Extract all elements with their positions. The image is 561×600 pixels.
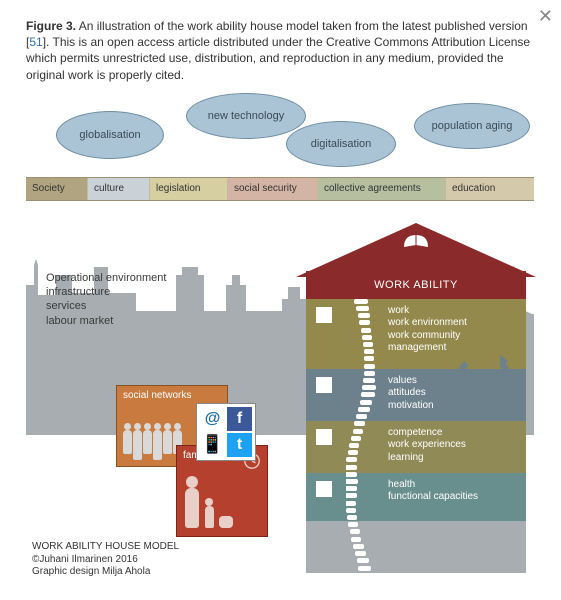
factor-cell: culture (88, 178, 150, 200)
factor-cell: collective agreements (318, 178, 446, 200)
phone-icon: 📱 (200, 433, 225, 457)
work-ability-house: WORK ABILITY workwork environmentwork co… (306, 271, 526, 573)
window-icon (316, 429, 332, 445)
window-icon (316, 307, 332, 323)
factor-band: Societyculturelegislationsocial security… (26, 177, 534, 201)
window-icon (316, 377, 332, 393)
book-icon (402, 231, 430, 249)
attic: WORK ABILITY (306, 271, 526, 299)
stairs (346, 299, 382, 573)
factor-cell: social security (228, 178, 318, 200)
floor-text: valuesattitudesmotivation (388, 375, 520, 413)
context-oval: population aging (414, 103, 530, 149)
caption-text-2: ]. This is an open access article distri… (26, 35, 530, 81)
context-oval: new technology (186, 93, 306, 139)
close-icon[interactable]: ✕ (538, 6, 553, 27)
op-env-l3: services (46, 299, 206, 313)
credit-l1: WORK ABILITY HOUSE MODEL (32, 541, 179, 554)
people-icons (123, 430, 182, 460)
factor-cell: legislation (150, 178, 228, 200)
twitter-icon: t (227, 433, 252, 457)
floor-text: competencework experienceslearning (388, 427, 520, 465)
house-floor: workwork environmentwork communitymanage… (306, 299, 526, 369)
op-env-l2: infrastructure (46, 285, 206, 299)
context-oval: digitalisation (286, 121, 396, 167)
operational-environment-text: Operational environment infrastructure s… (46, 271, 206, 328)
op-env-l1: Operational environment (46, 271, 206, 285)
credit-l2: ©Juhani Ilmarinen 2016 (32, 554, 179, 567)
floor-text: healthfunctional capacities (388, 479, 520, 504)
house-floor: competencework experienceslearning (306, 421, 526, 473)
attic-label: WORK ABILITY (374, 279, 458, 291)
adult-icon (185, 488, 199, 528)
work-ability-diagram: globalisation new technologydigitalisatio… (26, 93, 534, 583)
social-media-icons: @ f 📱 t (196, 403, 256, 461)
caption-ref[interactable]: 51 (29, 35, 42, 49)
figure-label: Figure 3. (26, 19, 76, 33)
house-base (306, 521, 526, 573)
dog-icon (219, 516, 233, 528)
social-title: social networks (123, 390, 221, 401)
facebook-icon: f (227, 407, 252, 431)
floor-text: workwork environmentwork communitymanage… (388, 305, 520, 355)
house-floor: healthfunctional capacities (306, 473, 526, 521)
child-icon (205, 506, 214, 528)
at-icon: @ (200, 407, 225, 431)
context-oval: globalisation (56, 111, 164, 159)
op-env-l4: labour market (46, 314, 206, 328)
credit-l3: Graphic design Milja Ahola (32, 566, 179, 579)
house-floor: valuesattitudesmotivation (306, 369, 526, 421)
credits: WORK ABILITY HOUSE MODEL ©Juhani Ilmarin… (32, 541, 179, 579)
window-icon (316, 481, 332, 497)
factor-cell: education (446, 178, 534, 200)
figure-caption: Figure 3. An illustration of the work ab… (26, 18, 535, 83)
factor-cell: Society (26, 178, 88, 200)
